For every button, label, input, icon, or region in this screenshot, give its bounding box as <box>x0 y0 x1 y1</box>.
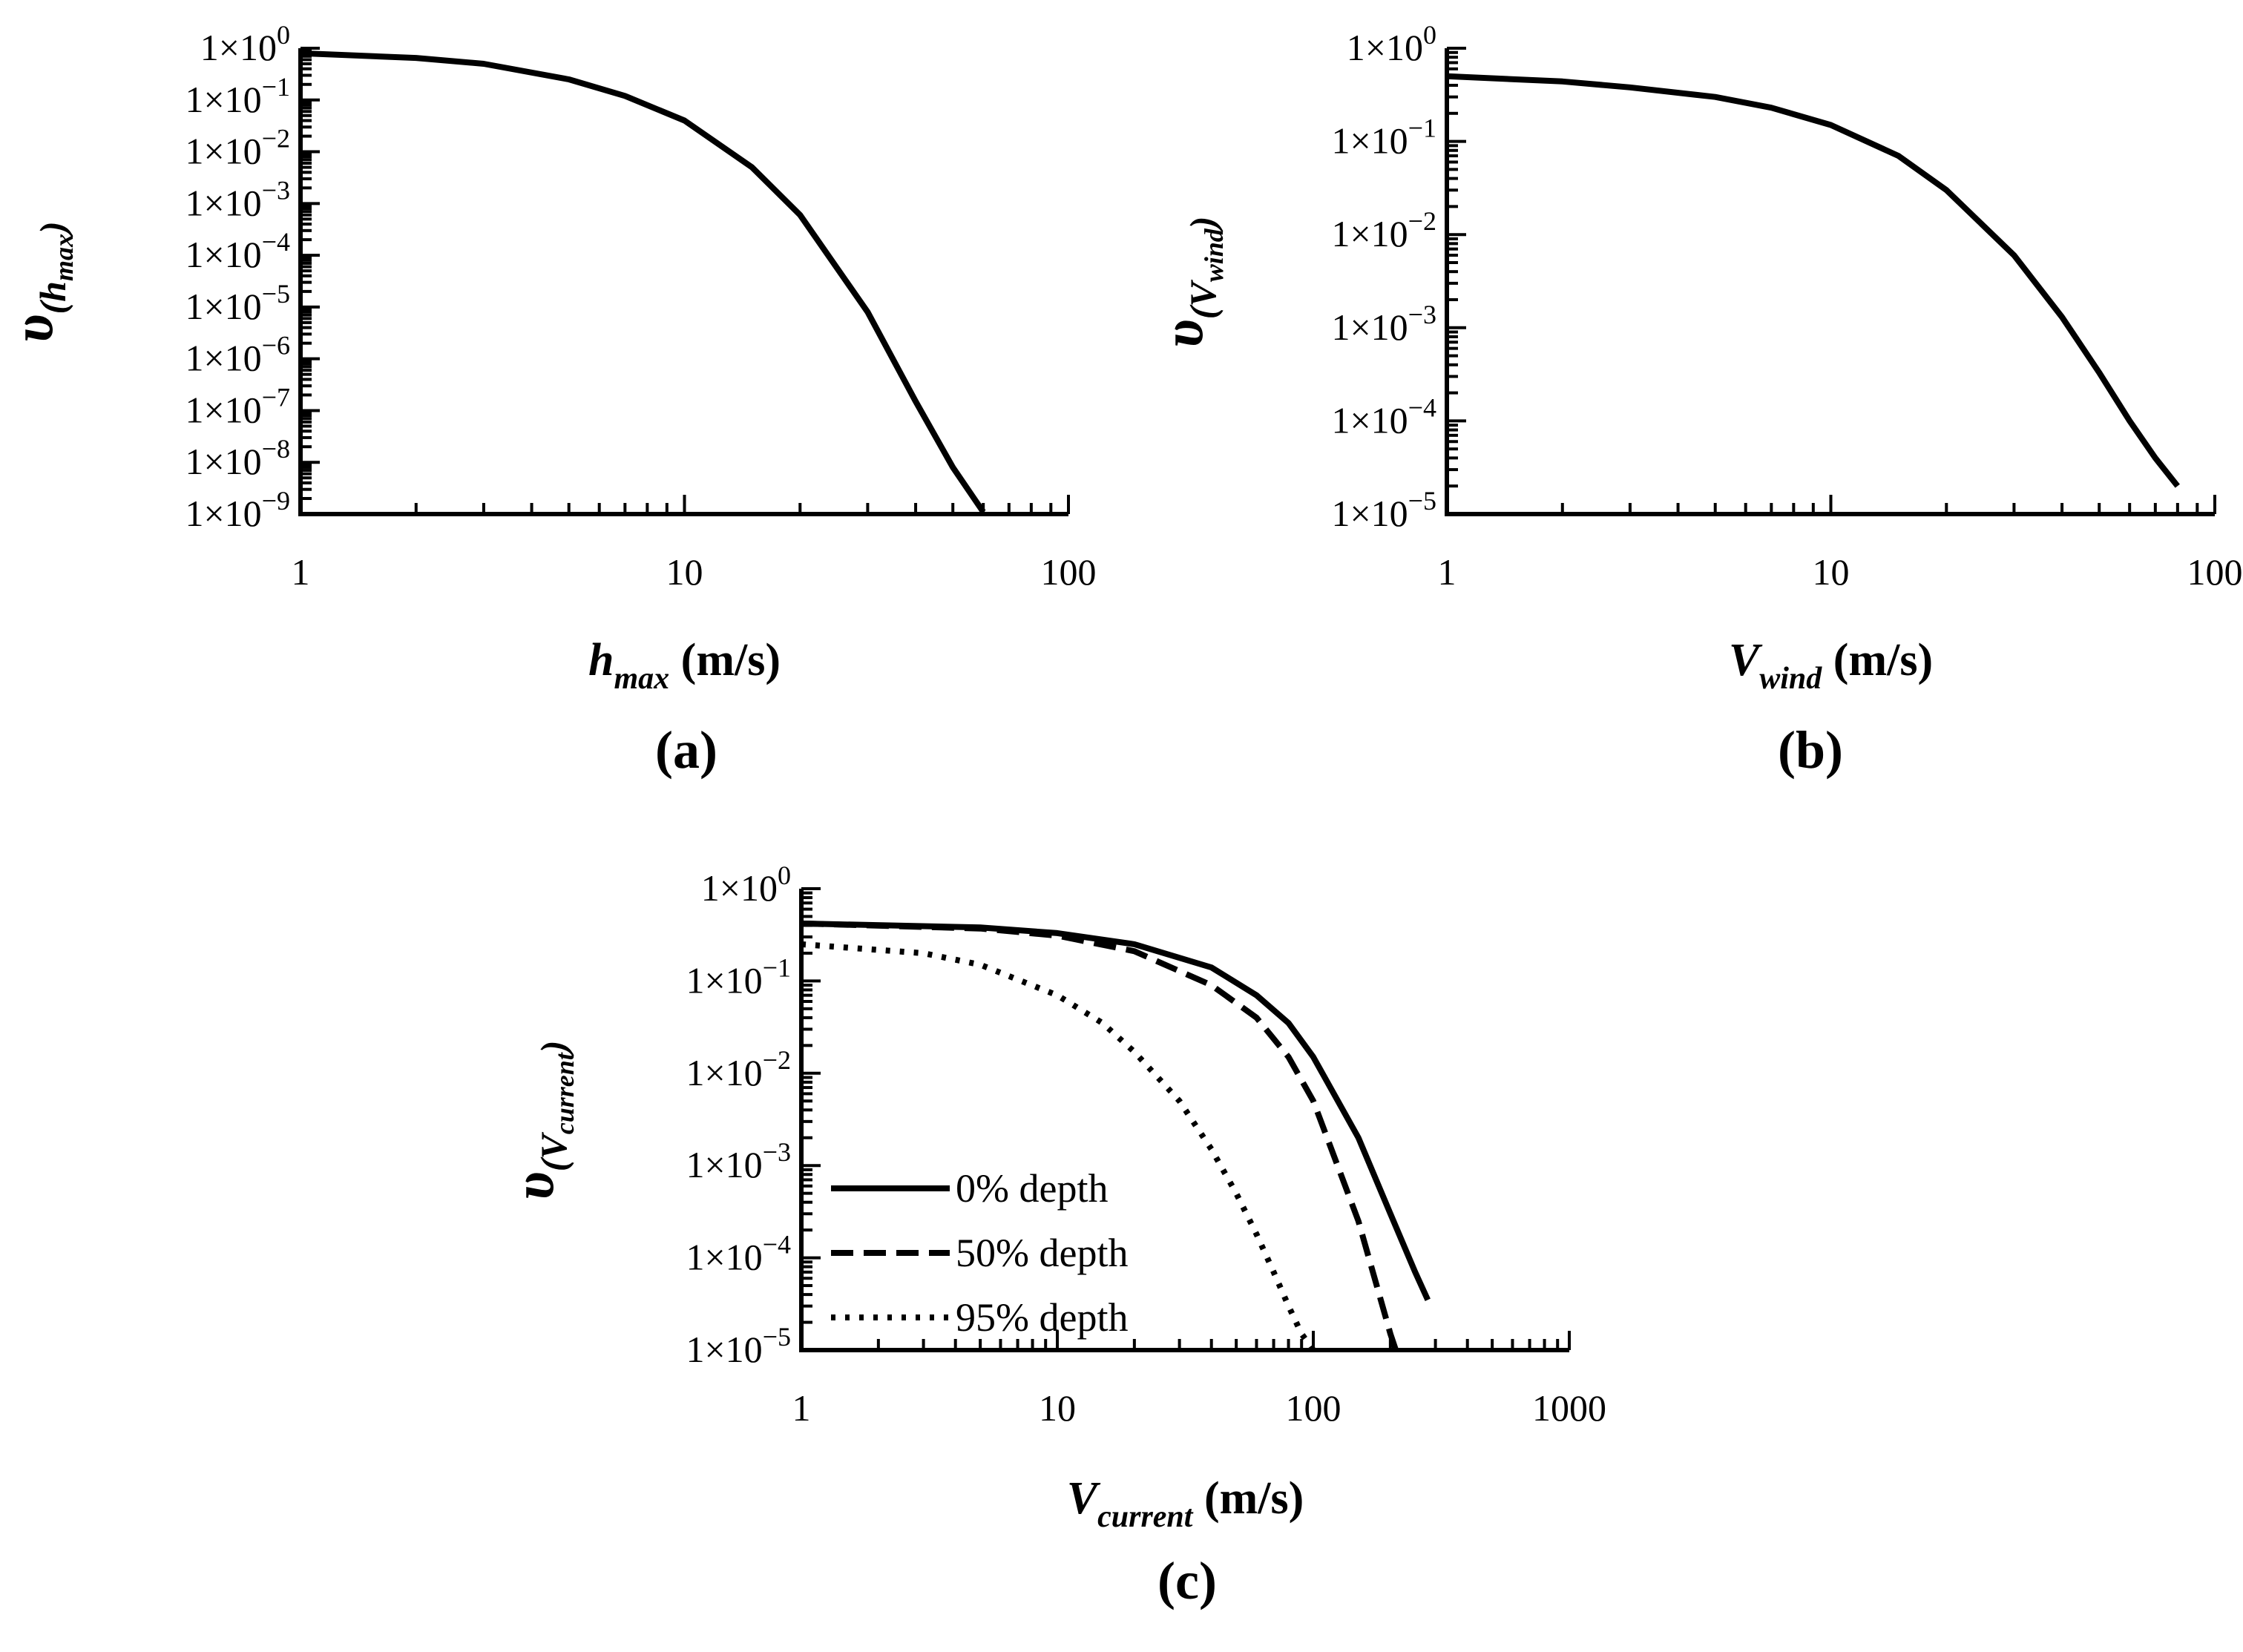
y-tick-label: 1×10−7 <box>185 382 290 430</box>
y-axis-label: υ(hmax) <box>0 221 79 342</box>
y-tick-label: 1×10−2 <box>1331 206 1436 254</box>
x-axis-label: Vcurrent (m/s) <box>1067 1473 1304 1534</box>
y-tick-label: 1×10−8 <box>185 434 290 482</box>
legend: 0% depth 50% depth 95% depth <box>831 1166 1128 1340</box>
x-axis-label: Vwind (m/s) <box>1729 635 1933 696</box>
legend-label: 0% depth <box>956 1166 1108 1211</box>
y-tick-label: 1×100 <box>200 20 290 68</box>
panel-label: (b) <box>1778 720 1843 780</box>
series-line-1 <box>1446 73 2180 488</box>
x-tick-label: 1 <box>792 1387 811 1429</box>
y-tick-label: 1×10−1 <box>1331 113 1436 162</box>
x-tick-label: 1 <box>1438 551 1457 593</box>
y-tick-label: 1×10−5 <box>1331 486 1436 534</box>
series-line-1 <box>300 50 986 514</box>
panel-label: (c) <box>1157 1551 1217 1610</box>
x-tick-label: 1 <box>292 551 310 593</box>
x-tick-label: 1000 <box>1532 1387 1606 1429</box>
y-tick-label: 1×10−2 <box>686 1045 791 1093</box>
series-line-3 <box>801 941 1316 1352</box>
y-tick-label: 1×10−4 <box>686 1230 791 1278</box>
x-tick-label: 10 <box>1813 551 1850 593</box>
y-tick-label: 1×10−5 <box>686 1322 791 1370</box>
y-tick-label: 1×10−2 <box>185 124 290 172</box>
chart-panel-2: 1 10 100 1×100 1×10−1 1×10−2 1×10−3 1×10−4 1×10−… <box>1150 20 2243 780</box>
x-axis-label: hmax (m/s) <box>588 635 781 696</box>
y-tick-label: 1×10−6 <box>185 331 290 379</box>
x-tick-label: 10 <box>666 551 703 593</box>
y-tick-label: 1×10−4 <box>1331 392 1436 441</box>
y-tick-label: 1×10−9 <box>185 486 290 534</box>
y-tick-label: 1×10−3 <box>1331 300 1436 348</box>
y-axis-label: υ(Vwind) <box>1150 217 1229 348</box>
y-tick-label: 1×10−3 <box>185 175 290 223</box>
y-tick-label: 1×100 <box>701 860 791 909</box>
x-tick-label: 100 <box>1041 551 1097 593</box>
y-tick-label: 1×100 <box>1347 20 1436 68</box>
chart-panel-1: 1 10 1001×1001×10−11×10−21×10−31×10−41×10−… <box>0 20 1097 780</box>
y-tick-label: 1×10−4 <box>185 227 290 275</box>
x-tick-label: 100 <box>2187 551 2243 593</box>
y-tick-label: 1×10−3 <box>686 1137 791 1185</box>
chart-panel-3: 1 10 100 1000 1×100 1×10−1 1×10−2 1×10−3 1×10−4 1… <box>501 860 1606 1610</box>
legend-label: 95% depth <box>956 1295 1128 1340</box>
series-line-2 <box>801 920 1399 1352</box>
y-tick-label: 1×10−1 <box>185 72 290 120</box>
legend-label: 50% depth <box>956 1231 1128 1275</box>
y-axis-label: υ(Vcurrent) <box>501 1041 579 1200</box>
y-tick-label: 1×10−1 <box>686 952 791 1001</box>
panel-label: (a) <box>655 720 717 780</box>
y-tick-label: 1×10−5 <box>185 279 290 327</box>
x-tick-label: 10 <box>1039 1387 1076 1429</box>
x-tick-label: 100 <box>1286 1387 1341 1429</box>
